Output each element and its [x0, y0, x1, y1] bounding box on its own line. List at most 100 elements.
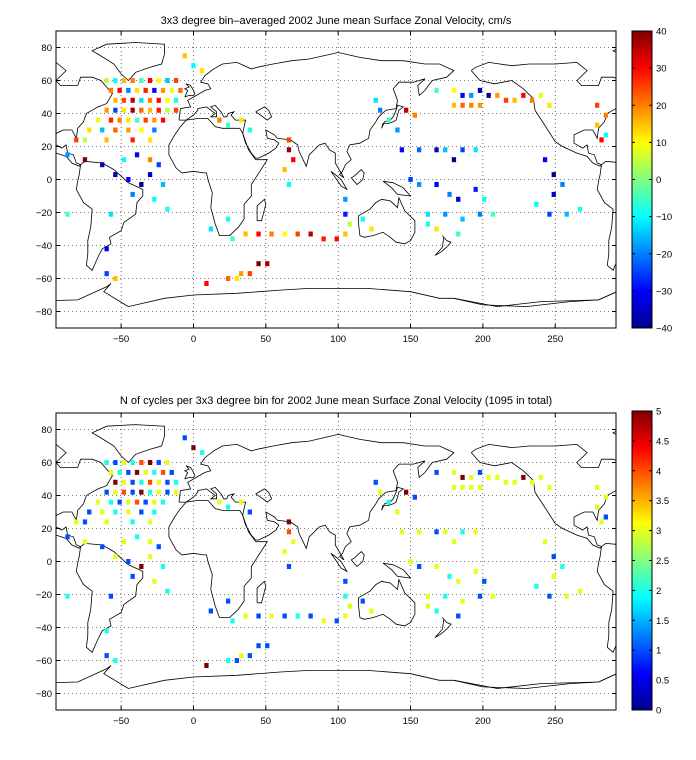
data-cell: [551, 554, 556, 560]
y-tick-label: −80: [36, 307, 52, 318]
data-cell: [473, 529, 478, 535]
data-cell: [182, 435, 187, 441]
data-cell: [386, 499, 391, 505]
data-cell: [243, 613, 248, 619]
data-cell: [108, 87, 114, 93]
coastline-path: [330, 552, 348, 573]
data-cell: [343, 593, 348, 599]
data-cell: [160, 469, 166, 475]
data-cell: [139, 564, 144, 569]
data-cell: [321, 236, 326, 242]
data-cell: [564, 211, 569, 217]
data-cell: [477, 102, 483, 108]
coastline: [56, 42, 696, 308]
coastline-path: [330, 170, 348, 191]
data-cell: [126, 117, 131, 123]
colorbar-tick-label: 30: [656, 64, 667, 75]
colorbar-tick-label: 4.5: [656, 436, 669, 447]
data-cell: [134, 499, 140, 505]
x-tick-label: 50: [261, 716, 272, 727]
coastline-path: [690, 119, 696, 236]
data-cell: [417, 147, 422, 153]
data-cell: [486, 474, 491, 480]
colorbar-tick-label: 2.5: [656, 556, 669, 567]
data-cell: [529, 479, 535, 485]
x-tick-label: 200: [475, 334, 491, 345]
data-cell: [173, 479, 179, 485]
data-cell: [113, 509, 118, 515]
data-cell: [108, 211, 114, 217]
colorbar-tick-label: 3.5: [656, 496, 669, 507]
data-cell: [113, 107, 118, 113]
data-cell: [451, 157, 457, 163]
data-cell: [113, 97, 118, 103]
coastline-path: [381, 104, 405, 129]
data-cell: [139, 107, 144, 113]
data-cell: [521, 474, 526, 480]
data-cell: [104, 653, 109, 659]
data-cell: [147, 78, 153, 83]
data-cell: [169, 87, 174, 93]
data-cell: [603, 112, 608, 118]
data-cell: [156, 489, 161, 495]
data-cell: [434, 147, 439, 153]
data-cell: [165, 107, 170, 113]
data-cell: [191, 445, 196, 451]
data-cell: [126, 127, 131, 133]
colorbar-tick-label: −20: [656, 249, 672, 260]
data-cell: [152, 87, 157, 93]
data-cell: [247, 127, 252, 133]
data-cell: [386, 117, 391, 123]
data-cell: [147, 519, 153, 525]
data-cell: [425, 593, 430, 599]
coastline-path: [183, 83, 196, 98]
data-cell: [443, 211, 448, 217]
y-tick-label: 80: [41, 43, 52, 54]
data-cell: [113, 78, 118, 83]
data-cell: [152, 578, 157, 584]
colorbar-tick-label: 1: [656, 646, 661, 657]
x-tick-label: 50: [261, 334, 272, 345]
coastline-path: [255, 106, 273, 121]
colorbar-tick-label: −40: [656, 324, 672, 335]
data-cell: [334, 236, 339, 242]
y-tick-label: −20: [36, 590, 52, 601]
data-cell: [100, 162, 105, 168]
y-tick-label: −40: [36, 623, 52, 634]
y-tick-label: −20: [36, 208, 52, 219]
data-cell: [204, 281, 209, 286]
data-cell: [156, 544, 161, 550]
data-cell: [547, 593, 552, 599]
data-cell: [443, 147, 448, 153]
data-cell: [226, 216, 231, 222]
data-cell: [265, 261, 270, 267]
data-cell: [208, 608, 213, 614]
data-cell: [234, 658, 239, 663]
y-tick-label: 0: [47, 557, 52, 568]
coastline-path: [357, 578, 416, 627]
data-cell: [521, 92, 526, 98]
data-cell: [113, 489, 118, 495]
data-cell: [404, 489, 409, 495]
data-cell: [308, 231, 313, 237]
data-cell: [434, 469, 439, 475]
data-cell: [343, 231, 348, 237]
data-cell: [551, 191, 556, 197]
data-cell: [547, 211, 552, 217]
coastline-path: [178, 433, 455, 561]
data-cell: [100, 544, 105, 550]
data-cell: [87, 509, 92, 515]
data-cell: [343, 211, 348, 217]
data-cell: [130, 78, 135, 83]
data-cell: [373, 97, 378, 103]
data-cell: [534, 201, 539, 207]
data-cell: [147, 137, 153, 143]
data-cell: [104, 519, 109, 525]
data-cell: [495, 474, 500, 480]
data-cell: [104, 271, 109, 277]
x-tick-label: 250: [547, 716, 563, 727]
data-cell: [417, 182, 422, 187]
data-cell: [204, 663, 209, 668]
data-cell: [113, 479, 118, 485]
coastline: [56, 424, 616, 689]
